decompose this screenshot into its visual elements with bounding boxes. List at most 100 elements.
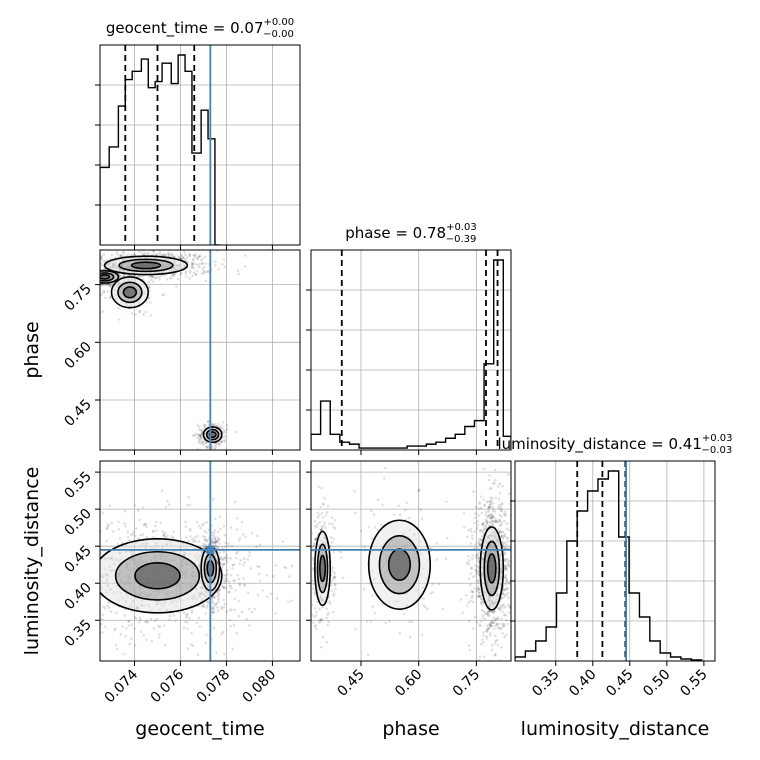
sample-point [479,538,483,542]
sample-point [485,629,489,633]
sample-point [95,269,98,272]
sample-point [469,599,472,602]
sample-point [192,253,195,257]
sample-point [118,537,122,540]
sample-point [198,428,201,432]
sample-point [505,587,509,590]
sample-point [480,601,483,604]
sample-point [190,266,194,269]
sample-point [485,522,489,525]
sample-point [333,575,336,578]
sample-point [311,532,314,535]
sample-point [238,536,242,540]
sample-point [482,610,486,613]
sample-point [228,608,232,612]
sample-point [180,271,183,275]
sample-point [182,256,185,259]
y-tick-label: 0.40 [61,580,94,613]
sample-point [205,521,208,524]
sample-point [471,600,475,604]
sample-point [204,612,208,615]
sample-point [196,447,199,450]
sample-point [503,605,507,609]
sample-point [506,537,510,540]
sample-point [483,503,486,507]
sample-point [478,502,482,506]
sample-point [473,516,476,520]
sample-point [495,622,499,626]
sample-point [213,263,217,267]
sample-point [481,529,485,532]
sample-point [492,621,495,625]
sample-point [96,288,99,291]
sample-point [474,569,478,572]
sample-point [76,265,79,268]
sample-point [109,610,113,613]
sample-point [217,267,221,271]
sample-point [94,636,97,639]
sample-point [220,440,223,443]
sample-point [496,626,500,630]
sample-point [503,595,507,598]
sample-point [332,537,335,541]
sample-point [487,672,490,675]
sample-point [83,570,86,573]
sample-point [219,425,223,428]
sample-point [490,648,494,652]
sample-point [269,592,273,596]
sample-point [216,605,219,609]
sample-point [229,624,233,628]
hist-plot-area [515,461,703,661]
sample-point [420,633,424,637]
sample-point [477,559,480,562]
sample-point [194,535,197,539]
sample-point [472,627,475,630]
sample-point [104,283,108,286]
sample-point [502,624,506,628]
sample-point [44,574,47,577]
sample-point [84,567,87,570]
sample-point [92,570,95,573]
sample-point [158,632,161,636]
sample-point [58,558,61,561]
sample-point [501,530,505,534]
density-contour [319,554,327,583]
sample-point [359,529,363,533]
sample-point [489,500,493,503]
sample-point [213,529,217,532]
sample-point [505,580,509,583]
sample-point [324,513,328,517]
sample-point [73,262,76,265]
sample-point [93,273,96,276]
sample-point [228,584,231,587]
sample-point [184,525,188,529]
sample-point [501,603,505,607]
scatter-panel-phase-luminosity_distance: 0.45 0.60 0.75 [306,460,512,700]
sample-point [141,250,145,253]
sample-point [196,257,199,261]
sample-point [326,613,329,616]
sample-point [217,442,221,446]
sample-point [476,570,479,574]
sample-point [312,544,315,548]
sample-point [488,474,491,477]
sample-point [482,521,485,525]
sample-point [219,557,222,560]
sample-point [437,582,441,586]
sample-point [219,556,223,560]
sample-point [104,296,107,300]
sample-point [325,510,329,514]
sample-point [221,427,225,430]
sample-point [191,274,194,278]
sample-point [240,520,244,524]
sample-point [490,519,494,523]
sample-point [50,565,53,568]
sample-point [146,252,149,256]
sample-point [485,519,488,523]
sample-point [325,640,329,644]
sample-point [92,563,95,566]
sample-point [60,584,63,587]
sample-point [487,505,491,509]
sample-point [221,262,224,266]
sample-point [477,557,480,560]
